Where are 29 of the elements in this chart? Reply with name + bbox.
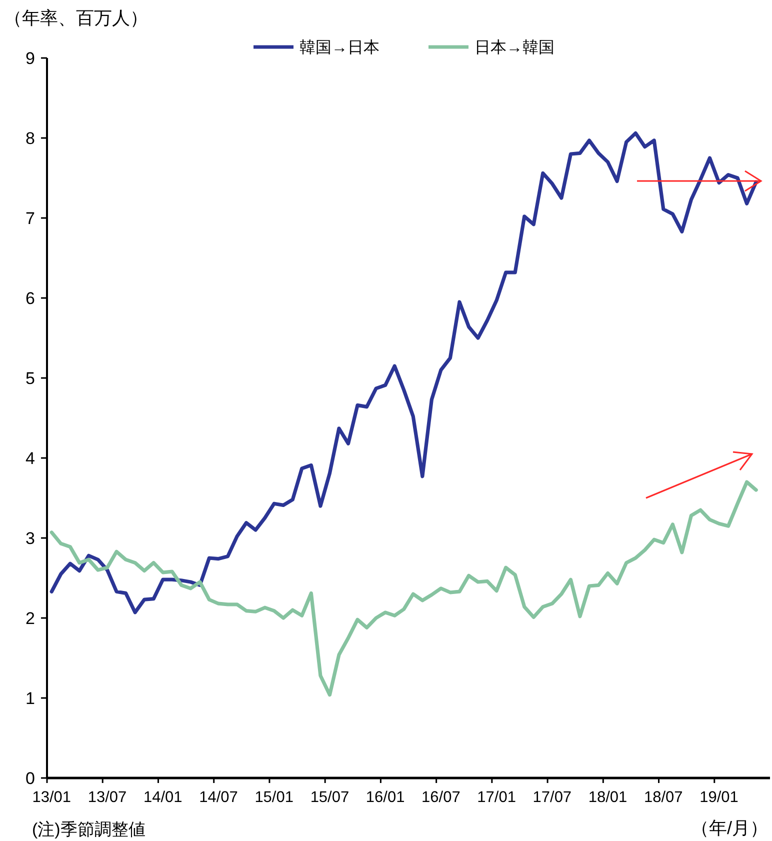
- x-tick-label: 18/01: [588, 789, 628, 806]
- x-tick-label: 16/07: [422, 789, 460, 806]
- y-tick-label: 6: [26, 288, 35, 308]
- x-tick-label: 16/01: [366, 789, 405, 806]
- legend-label: 日本→韓国: [474, 38, 554, 57]
- line-series: [50, 480, 758, 697]
- x-tick-label: 17/01: [477, 789, 516, 806]
- x-tick-label: 13/01: [32, 789, 72, 806]
- x-axis-title: （年/月）: [690, 818, 768, 838]
- y-tick-label: 8: [26, 128, 35, 148]
- y-tick-label: 3: [26, 528, 35, 548]
- y-tick-label: 5: [26, 368, 35, 388]
- x-tick-label: 15/07: [310, 789, 350, 806]
- y-tick-label: 7: [26, 208, 35, 228]
- x-tick-label: 17/07: [532, 789, 572, 806]
- x-tick-label: 14/07: [199, 789, 238, 806]
- legend-label: 韓国→日本: [300, 38, 380, 57]
- y-tick-label: 9: [26, 48, 35, 68]
- y-tick-label: 4: [26, 448, 35, 468]
- x-tick-label: 13/07: [88, 789, 127, 806]
- x-tick-label: 19/01: [700, 789, 738, 806]
- x-tick-label: 18/07: [644, 789, 683, 806]
- y-axis-title: （年率、百万人）: [4, 8, 148, 28]
- y-tick-label: 2: [26, 608, 35, 628]
- text: (注)季節調整値: [32, 820, 146, 839]
- y-tick-label: 1: [26, 688, 35, 708]
- y-tick-label: 0: [26, 768, 35, 788]
- x-tick-label: 14/01: [143, 789, 182, 806]
- x-tick-label: 15/01: [254, 789, 294, 806]
